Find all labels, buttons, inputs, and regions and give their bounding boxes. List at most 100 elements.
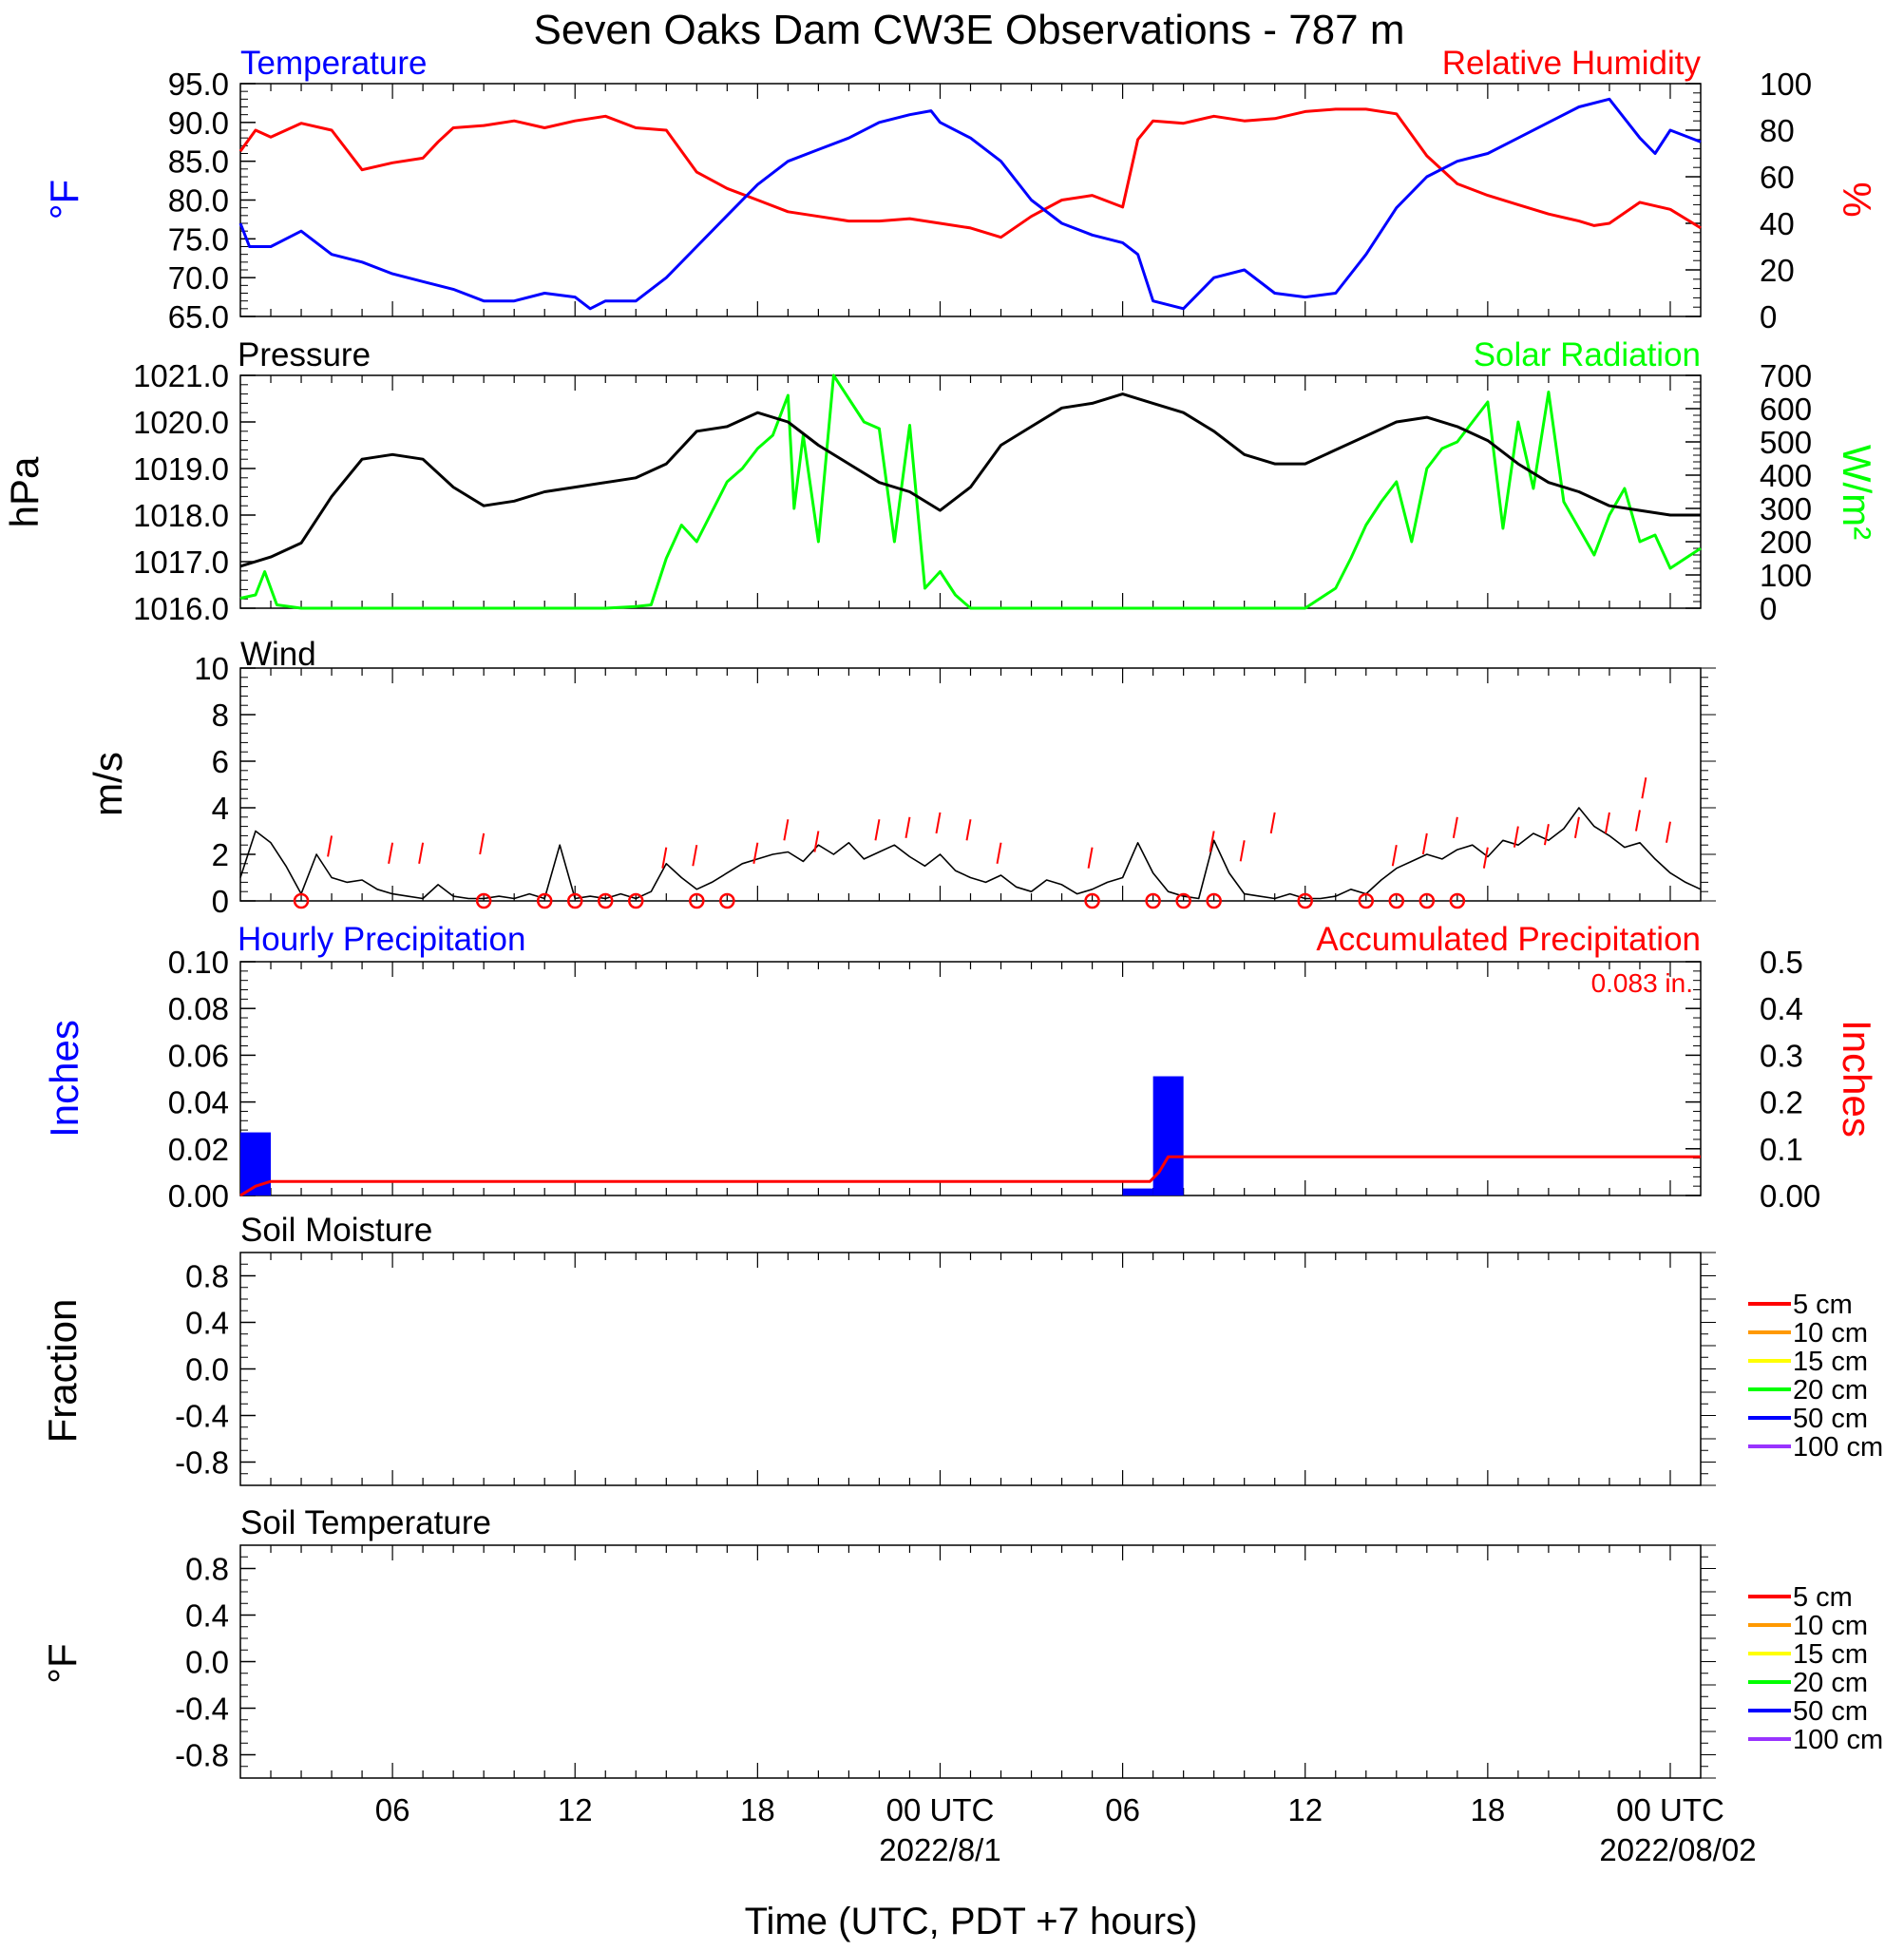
legend-label: 15 cm [1793, 1347, 1868, 1377]
soil-y-tick-label: 0.4 [185, 1306, 229, 1341]
temperature-title: Temperature [240, 45, 427, 82]
accum-precip-tick-label: 0.5 [1760, 945, 1803, 980]
pressure-tick-label: 1019.0 [133, 451, 229, 487]
legend-label: 10 cm [1793, 1611, 1868, 1641]
precip-bar [1152, 1076, 1184, 1195]
humidity-tick-label: 60 [1760, 160, 1795, 195]
soil-y-tick-label: 0.0 [185, 1645, 229, 1680]
legend-label: 15 cm [1793, 1639, 1868, 1670]
time-axis: 06 12 18 00 UTC 2022/8/1 06 12 18 00 UTC 2022/08/… [375, 1792, 1757, 1867]
precip-bar [1122, 1188, 1153, 1195]
legend-label: 50 cm [1793, 1404, 1868, 1434]
calm-wind-marker [1145, 892, 1161, 909]
wind-gust-mark [1543, 823, 1550, 846]
calm-wind-marker [719, 892, 735, 909]
pressure-title: Pressure [238, 336, 371, 373]
legend-label: 100 cm [1793, 1432, 1883, 1463]
solar-tick-label: 300 [1760, 491, 1812, 526]
calm-wind-marker [1206, 892, 1222, 909]
soil-y-tick-label: 0.4 [185, 1598, 229, 1634]
time-tick-label: 12 [558, 1792, 593, 1827]
wind-gust-mark [1573, 816, 1580, 839]
soil-temperature-axis-label: °F [40, 1643, 85, 1683]
pressure-tick-label: 1017.0 [133, 545, 229, 580]
accum-precip-tick-label: 0.2 [1760, 1085, 1803, 1120]
calm-wind-marker [1358, 892, 1375, 909]
pressure-axis-label: hPa [2, 456, 47, 527]
soil-y-tick-label: -0.4 [175, 1692, 229, 1727]
calm-wind-marker [293, 892, 310, 909]
calm-wind-marker [1297, 892, 1313, 909]
calm-wind-marker [1175, 892, 1191, 909]
temperature-axis-label: °F [42, 180, 86, 220]
solar-tick-label: 500 [1760, 425, 1812, 460]
hourly-precip-tick-label: 0.08 [168, 991, 229, 1026]
wind-gust-mark [935, 812, 942, 834]
pressure-line [239, 392, 1701, 568]
legend-label: 20 cm [1793, 1375, 1868, 1406]
humidity-line [238, 107, 1702, 239]
time-tick-label: 18 [740, 1792, 775, 1827]
calm-wind-marker [566, 892, 583, 909]
pressure-tick-label: 1016.0 [133, 591, 229, 626]
wind-gust-mark [1482, 847, 1489, 869]
soil-y-tick-label: 0.8 [185, 1259, 229, 1294]
calm-wind-marker [689, 892, 705, 909]
calm-wind-marker [1084, 892, 1100, 909]
x-axis-label: Time (UTC, PDT +7 hours) [745, 1901, 1198, 1942]
wind-gust-mark [1239, 840, 1246, 862]
calm-wind-marker [475, 892, 492, 909]
pressure-tick-label: 1018.0 [133, 498, 229, 533]
hourly-precip-tick-label: 0.04 [168, 1085, 229, 1120]
temperature-line [238, 97, 1702, 311]
time-tick-label: 00 UTC [886, 1792, 995, 1827]
panels: 95.090.085.080.075.070.065.0100806040200… [2, 45, 1883, 1867]
wind-gust-mark [1513, 826, 1519, 848]
wind-gust-mark [388, 842, 394, 864]
solar-title: Solar Radiation [1474, 336, 1701, 373]
wind-gust-mark [904, 816, 911, 839]
solar-tick-label: 100 [1760, 558, 1812, 593]
time-tick-label: 18 [1470, 1792, 1505, 1827]
time-tick-label: 06 [1105, 1792, 1140, 1827]
wind-speed-line [239, 807, 1702, 900]
plot-frame [239, 667, 1702, 902]
legend-label: 20 cm [1793, 1668, 1868, 1698]
time-tick-label: 12 [1287, 1792, 1323, 1827]
humidity-title: Relative Humidity [1442, 45, 1702, 82]
wind-gust-mark [783, 819, 790, 841]
temperature-tick-label: 90.0 [168, 105, 229, 141]
legend-label: 50 cm [1793, 1696, 1868, 1727]
soil-temperature-title: Soil Temperature [240, 1504, 491, 1541]
temperature-tick-label: 65.0 [168, 299, 229, 335]
solar-tick-label: 600 [1760, 392, 1812, 427]
hourly-precip-tick-label: 0.06 [168, 1038, 229, 1073]
panel-temperature_humidity: 95.090.085.080.075.070.065.0 100 80 60 40 20 0… [42, 45, 1879, 335]
accum-precip-tick-label: 0.4 [1760, 991, 1803, 1026]
solar-tick-label: 700 [1760, 358, 1812, 393]
solar-axis-label: W/m² [1835, 445, 1879, 540]
accum-precip-title: Accumulated Precipitation [1316, 921, 1701, 958]
date-label: 2022/08/02 [1599, 1832, 1756, 1867]
solar-radiation-line [239, 373, 1702, 610]
accum-precip-line [239, 1155, 1701, 1197]
temperature-tick-label: 70.0 [168, 260, 229, 296]
accum-precip-axis-label: Inches [1835, 1020, 1879, 1138]
pressure-tick-label: 1020.0 [133, 405, 229, 440]
calm-wind-marker [598, 892, 614, 909]
legend-label: 100 cm [1793, 1725, 1883, 1755]
time-tick-label: 06 [375, 1792, 410, 1827]
soil-y-tick-label: -0.4 [175, 1399, 229, 1434]
wind-gust-mark [752, 842, 759, 864]
hourly-precip-tick-label: 0.00 [168, 1178, 229, 1214]
temperature-tick-label: 80.0 [168, 183, 229, 219]
solar-tick-label: 400 [1760, 458, 1812, 493]
plot-frame [239, 1252, 1702, 1486]
plot-frame [239, 1544, 1702, 1779]
wind-gust-mark [1452, 816, 1458, 839]
soil-y-tick-label: 0.8 [185, 1552, 229, 1587]
temperature-tick-label: 95.0 [168, 67, 229, 102]
calm-wind-marker [1388, 892, 1405, 909]
soil-y-tick-label: 0.0 [185, 1352, 229, 1387]
